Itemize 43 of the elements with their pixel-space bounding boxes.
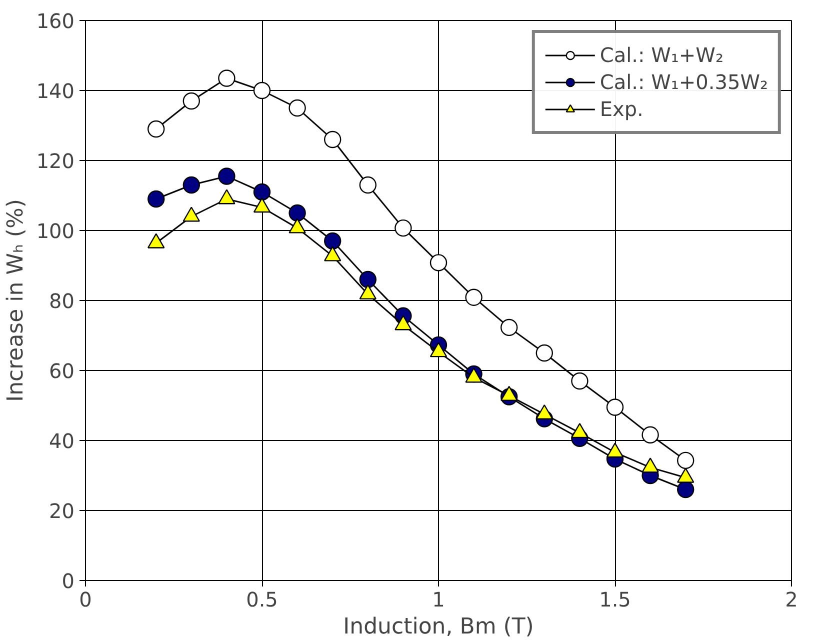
point (536, 344, 553, 362)
point (324, 130, 342, 148)
point (430, 254, 448, 272)
y-tick-label: 80 (49, 289, 75, 313)
x-tick-label: 0.5 (246, 588, 278, 612)
point (253, 183, 271, 201)
point (677, 480, 694, 498)
point (500, 318, 518, 336)
point (218, 70, 236, 87)
x-tick-label: 2 (785, 588, 798, 612)
point (182, 176, 200, 194)
y-axis-title: Increase in Wₕ (%) (3, 199, 28, 402)
legend-label: Cal.: W₁+W₂ (600, 43, 724, 67)
point (288, 204, 306, 222)
point (288, 99, 306, 117)
legend-label: Exp. (600, 97, 644, 121)
y-tick-label: 0 (62, 569, 75, 593)
y-tick-label: 40 (49, 429, 75, 453)
point (465, 288, 482, 306)
y-tick-label: 60 (49, 359, 75, 383)
x-tick-label: 1.5 (599, 588, 631, 612)
x-tick-label: 1 (432, 588, 445, 612)
y-tick-label: 160 (36, 9, 75, 33)
point (253, 82, 271, 100)
y-tick-label: 120 (36, 149, 75, 173)
point (218, 168, 236, 185)
point (324, 232, 342, 250)
point (182, 92, 200, 110)
y-tick-label: 140 (36, 79, 75, 103)
point (148, 190, 165, 208)
y-tick-label: 20 (49, 499, 75, 523)
point (642, 426, 659, 444)
point (677, 452, 694, 470)
point (148, 120, 165, 138)
x-tick-label: 0 (79, 588, 92, 612)
point (571, 372, 588, 390)
point (359, 270, 376, 288)
y-tick-label: 100 (36, 219, 75, 243)
point (394, 219, 412, 237)
point (606, 398, 624, 416)
legend-label: Cal.: W₁+0.35W₂ (600, 70, 768, 94)
x-axis-title: Induction, Bm (T) (343, 614, 534, 640)
point (359, 176, 376, 194)
